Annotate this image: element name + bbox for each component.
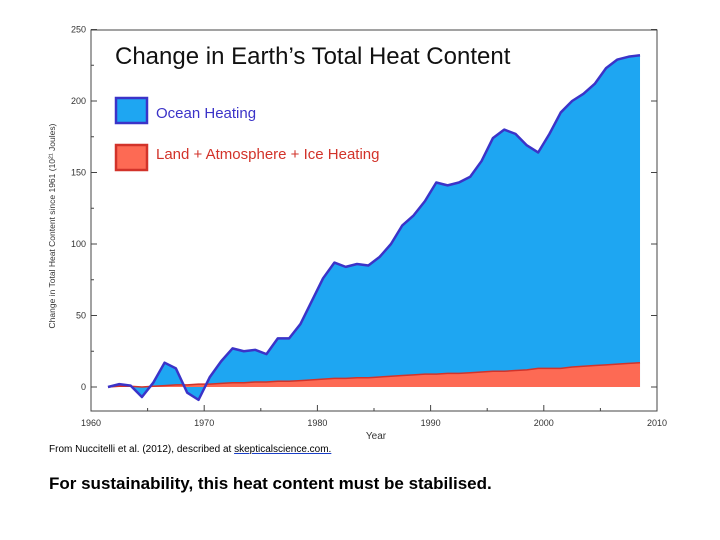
legend-label-ocean: Ocean Heating (156, 105, 256, 122)
legend-swatch-ocean (114, 96, 149, 125)
land-heating-line (107, 361, 641, 388)
legend-swatch-land (114, 143, 149, 172)
chart-title: Change in Earth’s Total Heat Content (115, 43, 511, 70)
axis-layer: 0 50 100 150 200 250 1960 1970 1980 1990 2000 2010 (71, 25, 667, 429)
x-tick-label: 2010 (647, 418, 667, 428)
x-tick-label: 1980 (307, 418, 327, 428)
y-tick-label: 50 (76, 311, 86, 321)
legend: Ocean Heating Land + Atmosphere + Ice He… (114, 96, 379, 172)
sustainability-note: For sustainability, this heat content mu… (49, 474, 492, 493)
x-tick-label: 2000 (534, 418, 554, 428)
area-layer (107, 53, 641, 402)
ocean-heating-area (107, 55, 641, 400)
y-tick-label: 0 (81, 382, 86, 392)
source-link[interactable]: skepticalscience.com. (234, 444, 332, 455)
ocean-heating-line (107, 53, 641, 402)
legend-label-land: Land + Atmosphere + Ice Heating (156, 146, 379, 163)
x-axis-label: Year (366, 431, 387, 442)
y-tick-label: 100 (71, 239, 86, 249)
caption-prefix: From Nuccitelli et al. (2012), described… (49, 444, 235, 455)
source-caption: From Nuccitelli et al. (2012), described… (49, 444, 331, 455)
y-tick-label: 200 (71, 96, 86, 106)
x-tick-label: 1970 (194, 418, 214, 428)
x-tick-label: 1990 (421, 418, 441, 428)
y-tick-label: 150 (71, 168, 86, 178)
y-tick-label: 250 (71, 25, 86, 35)
y-axis-label: Change in Total Heat Content since 1961 … (47, 123, 57, 328)
land-heating-area (107, 362, 641, 387)
x-tick-label: 1960 (81, 418, 101, 428)
